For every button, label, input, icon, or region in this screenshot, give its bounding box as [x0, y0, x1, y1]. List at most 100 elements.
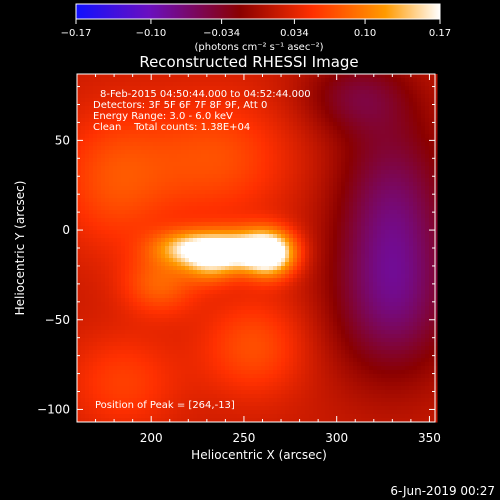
heatmap-cell	[373, 198, 378, 203]
heatmap-cell	[401, 282, 406, 287]
heatmap-cell	[249, 162, 254, 167]
heatmap-cell	[181, 78, 186, 83]
heatmap-cell	[221, 154, 226, 159]
heatmap-cell	[257, 178, 262, 183]
heatmap-cell	[365, 110, 370, 115]
heatmap-cell	[241, 94, 246, 99]
heatmap-cell	[329, 178, 334, 183]
heatmap-cell	[145, 130, 150, 135]
heatmap-cell	[125, 286, 130, 291]
heatmap-cell	[377, 106, 382, 111]
heatmap-cell	[337, 174, 342, 179]
heatmap-cell	[93, 78, 98, 83]
heatmap-cell	[109, 294, 114, 299]
heatmap-cell	[349, 106, 354, 111]
heatmap-cell	[129, 158, 134, 163]
heatmap-cell	[345, 194, 350, 199]
heatmap-cell	[269, 174, 274, 179]
heatmap-cell	[181, 246, 186, 251]
heatmap-cell	[305, 222, 310, 227]
heatmap-cell	[149, 242, 154, 247]
heatmap-cell	[425, 218, 430, 223]
heatmap-cell	[389, 110, 394, 115]
heatmap-cell	[393, 194, 398, 199]
heatmap-cell	[153, 170, 158, 175]
heatmap-cell	[161, 130, 166, 135]
heatmap-cell	[101, 190, 106, 195]
heatmap-cell	[405, 182, 410, 187]
heatmap-cell	[213, 90, 218, 95]
heatmap-cell	[169, 166, 174, 171]
heatmap-cell	[205, 82, 210, 87]
heatmap-cell	[281, 78, 286, 83]
heatmap-cell	[301, 222, 306, 227]
heatmap-cell	[401, 166, 406, 171]
heatmap-cell	[341, 118, 346, 123]
heatmap-cell	[241, 186, 246, 191]
heatmap-cell	[269, 130, 274, 135]
heatmap-cell	[341, 286, 346, 291]
heatmap-cell	[205, 230, 210, 235]
heatmap-cell	[417, 138, 422, 143]
heatmap-cell	[149, 110, 154, 115]
heatmap-cell	[77, 150, 82, 155]
heatmap-cell	[321, 250, 326, 255]
heatmap-cell	[321, 86, 326, 91]
heatmap-cell	[169, 94, 174, 99]
heatmap-cell	[281, 162, 286, 167]
heatmap-cell	[185, 98, 190, 103]
heatmap-cell	[293, 266, 298, 271]
heatmap-cell	[169, 102, 174, 107]
heatmap-cell	[421, 198, 426, 203]
heatmap-cell	[373, 210, 378, 215]
heatmap-cell	[401, 226, 406, 231]
heatmap-cell	[353, 286, 358, 291]
heatmap-cell	[177, 134, 182, 139]
heatmap-cell	[317, 210, 322, 215]
heatmap-cell	[189, 166, 194, 171]
heatmap-cell	[233, 286, 238, 291]
heatmap-cell	[109, 114, 114, 119]
heatmap-cell	[417, 78, 422, 83]
heatmap-cell	[373, 194, 378, 199]
heatmap-cell	[169, 282, 174, 287]
heatmap-cell	[413, 258, 418, 263]
heatmap-cell	[193, 158, 198, 163]
heatmap-cell	[181, 106, 186, 111]
heatmap-cell	[301, 90, 306, 95]
heatmap-cell	[393, 98, 398, 103]
heatmap-cell	[417, 194, 422, 199]
heatmap-cell	[177, 290, 182, 295]
heatmap-cell	[301, 102, 306, 107]
heatmap-cell	[257, 222, 262, 227]
heatmap-cell	[269, 238, 274, 243]
heatmap-cell	[309, 270, 314, 275]
heatmap-cell	[289, 182, 294, 187]
heatmap-cell	[209, 162, 214, 167]
heatmap-cell	[357, 170, 362, 175]
heatmap-cell	[293, 166, 298, 171]
heatmap-cell	[137, 210, 142, 215]
heatmap-cell	[177, 210, 182, 215]
heatmap-cell	[181, 182, 186, 187]
heatmap-cell	[113, 90, 118, 95]
heatmap-cell	[313, 142, 318, 147]
heatmap-cell	[113, 154, 118, 159]
heatmap-cell	[257, 154, 262, 159]
heatmap-cell	[125, 294, 130, 299]
heatmap-cell	[109, 214, 114, 219]
heatmap-cell	[113, 146, 118, 151]
heatmap-cell	[365, 238, 370, 243]
heatmap-cell	[157, 166, 162, 171]
heatmap-cell	[101, 206, 106, 211]
heatmap-cell	[377, 94, 382, 99]
heatmap-cell	[393, 262, 398, 267]
heatmap-cell	[89, 182, 94, 187]
heatmap-cell	[305, 86, 310, 91]
heatmap-cell	[325, 122, 330, 127]
heatmap-cell	[281, 86, 286, 91]
heatmap-cell	[409, 202, 414, 207]
heatmap-cell	[365, 190, 370, 195]
heatmap-cell	[121, 266, 126, 271]
heatmap-cell	[289, 286, 294, 291]
